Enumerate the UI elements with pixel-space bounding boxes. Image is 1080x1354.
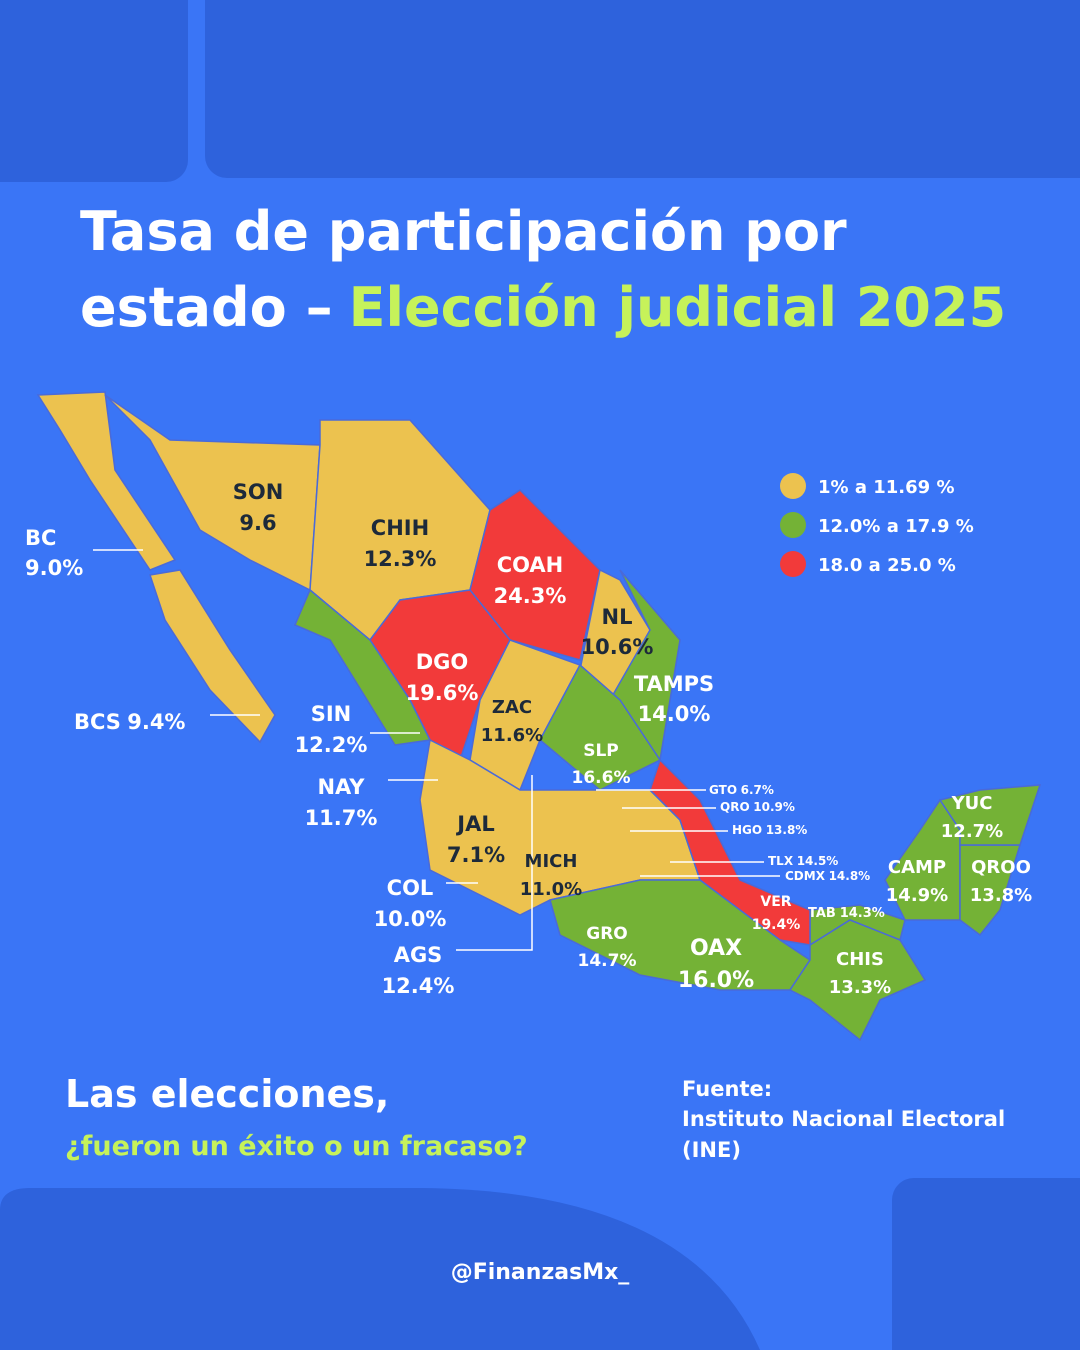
state-name: QROO xyxy=(971,857,1031,878)
state-name: MICH xyxy=(525,851,578,872)
state-shape xyxy=(649,758,811,946)
state-name: GRO xyxy=(586,924,628,944)
title-accent: Elección judicial 2025 xyxy=(349,276,1007,339)
state-value: 6.7% xyxy=(741,783,774,797)
corner-shape xyxy=(0,0,188,182)
state-value: 14.0% xyxy=(638,702,711,726)
state-value: 14.9% xyxy=(886,885,948,906)
state-shape xyxy=(149,569,276,744)
state-name: ZAC xyxy=(492,697,532,718)
state-name: CDMX xyxy=(785,869,826,883)
state-name: BC xyxy=(25,526,56,550)
corner-shape xyxy=(892,1178,1080,1354)
corner-shape xyxy=(205,0,1080,178)
state-name: BCS xyxy=(74,710,121,734)
state-name: NAY xyxy=(317,775,365,799)
state-shape xyxy=(539,663,662,791)
question: Las elecciones, xyxy=(65,1072,389,1116)
state-name: TAMPS xyxy=(634,672,714,696)
state-value: 24.3% xyxy=(494,584,567,608)
title-part: estado – xyxy=(80,276,333,339)
state-value: 13.8% xyxy=(970,885,1032,906)
state-value: 9.0% xyxy=(25,556,83,580)
state-value: 14.7% xyxy=(578,951,637,971)
state-value: 13.3% xyxy=(829,977,891,998)
state-name: QRO xyxy=(720,800,750,814)
state-name: SON xyxy=(233,480,284,504)
state-value: 14.3% xyxy=(840,906,885,921)
state-name: JAL xyxy=(455,812,494,836)
state-name: CHIS xyxy=(836,949,884,970)
state-value: 12.7% xyxy=(941,821,1003,842)
state-name: CAMP xyxy=(888,857,946,878)
map xyxy=(36,391,1042,1042)
handle: @FinanzasMx_ xyxy=(451,1260,630,1285)
source: Instituto Nacional Electoral xyxy=(682,1107,1005,1131)
legend-swatch xyxy=(780,551,806,577)
leader-line xyxy=(456,775,533,951)
state-name: COAH xyxy=(497,553,564,577)
state-label: QRO 10.9% xyxy=(720,800,795,814)
state-value: 10.0% xyxy=(374,907,447,931)
state-value: 12.4% xyxy=(382,974,455,998)
title: estado – Elección judicial 2025 xyxy=(80,276,1006,339)
question-sub: ¿fueron un éxito o un fracaso? xyxy=(65,1131,528,1162)
state-label: TAB 14.3% xyxy=(808,906,885,921)
state-name: NL xyxy=(602,605,633,629)
state-value: 10.9% xyxy=(753,800,795,814)
legend-swatch xyxy=(780,473,806,499)
state-name: SIN xyxy=(311,702,352,726)
state-value: 10.6% xyxy=(581,635,654,659)
state-value: 12.3% xyxy=(364,547,437,571)
state-shape xyxy=(36,391,177,571)
legend-label: 1% a 11.69 % xyxy=(818,477,954,498)
state-name: GTO xyxy=(709,783,737,797)
state-value: 19.6% xyxy=(406,681,479,705)
state-shape xyxy=(788,919,927,1042)
state-value: 16.0% xyxy=(678,968,754,993)
legend: 1% a 11.69 % 12.0% a 17.9 % 18.0 a 25.0 % xyxy=(780,473,974,577)
state-label: BCS 9.4% xyxy=(74,710,185,734)
state-name: OAX xyxy=(690,936,742,961)
leader-lines xyxy=(93,549,780,951)
state-shape xyxy=(938,784,1042,846)
state-value: 9.6 xyxy=(239,511,276,535)
state-value: 14.5% xyxy=(797,854,839,868)
legend-label: 18.0 a 25.0 % xyxy=(818,555,956,576)
state-name: TLX xyxy=(768,854,794,868)
state-value: 11.7% xyxy=(305,806,378,830)
state-shape xyxy=(104,394,321,592)
source-label: Fuente: xyxy=(682,1077,772,1101)
state-name: AGS xyxy=(394,943,443,967)
state-shape xyxy=(294,588,432,746)
state-value: 19.4% xyxy=(752,917,801,933)
title: Tasa de participación por xyxy=(80,200,847,263)
state-label: TLX 14.5% xyxy=(768,854,838,868)
state-name: COL xyxy=(387,876,434,900)
state-name: DGO xyxy=(416,650,469,674)
state-labels: BC 9.0% SON 9.6 CHIH 12.3% COAH 24.3% NL 10.6% TAM… xyxy=(25,480,1032,998)
state-name: HGO xyxy=(732,823,762,837)
state-value: 12.2% xyxy=(295,733,368,757)
state-label: CDMX 14.8% xyxy=(785,869,870,883)
state-name: TAB xyxy=(808,906,836,921)
state-name: VER xyxy=(760,894,791,910)
state-label: GTO 6.7% xyxy=(709,783,774,797)
legend-swatch xyxy=(780,512,806,538)
state-value: 9.4% xyxy=(127,710,185,734)
corner-shape xyxy=(0,1188,760,1350)
state-label: HGO 13.8% xyxy=(732,823,807,837)
state-value: 13.8% xyxy=(766,823,808,837)
state-name: SLP xyxy=(583,741,619,761)
legend-label: 12.0% a 17.9 % xyxy=(818,516,974,537)
source: (INE) xyxy=(682,1138,741,1162)
state-value: 14.8% xyxy=(829,869,871,883)
state-value: 11.6% xyxy=(481,725,543,746)
state-name: YUC xyxy=(951,793,993,814)
state-value: 16.6% xyxy=(572,768,631,788)
state-value: 11.0% xyxy=(520,879,582,900)
state-name: CHIH xyxy=(371,516,429,540)
state-value: 7.1% xyxy=(447,843,505,867)
